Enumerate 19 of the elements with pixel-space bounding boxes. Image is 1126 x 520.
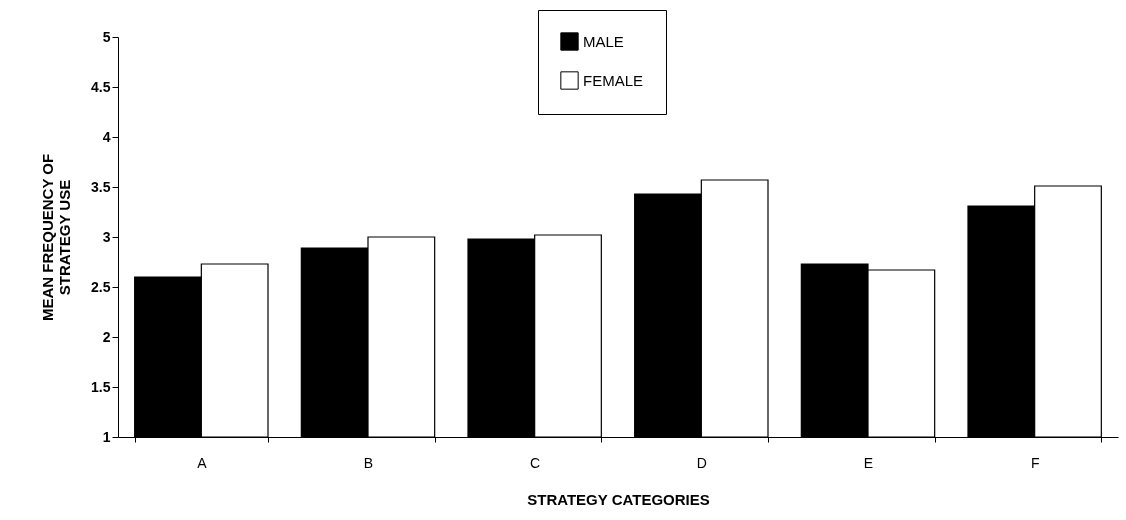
- legend-label: FEMALE: [583, 71, 644, 89]
- y-tick-label: 2.5: [91, 278, 111, 295]
- x-tick-label: A: [197, 454, 208, 471]
- y-tick-label: 5: [102, 28, 111, 45]
- x-tick-label: F: [1030, 454, 1040, 471]
- y-tick-label: 3: [102, 228, 111, 245]
- x-axis-title: STRATEGY CATEGORIES: [527, 490, 710, 508]
- y-tick-label: 1: [102, 428, 111, 445]
- y-tick-label: 4.5: [91, 78, 111, 95]
- x-tick-label: D: [696, 454, 707, 471]
- x-tick-label: E: [863, 454, 874, 471]
- y-tick-label: 1.5: [91, 378, 111, 395]
- y-tick-label: 3.5: [91, 178, 111, 195]
- y-axis-title: MEAN FREQUENCY OF STRATEGY USE: [39, 153, 74, 322]
- x-tick-label: C: [530, 454, 541, 471]
- y-tick-label: 4: [102, 128, 111, 145]
- y-tick-label: 2: [102, 328, 111, 345]
- legend-label: MALE: [583, 32, 624, 50]
- x-tick-label: B: [363, 454, 374, 471]
